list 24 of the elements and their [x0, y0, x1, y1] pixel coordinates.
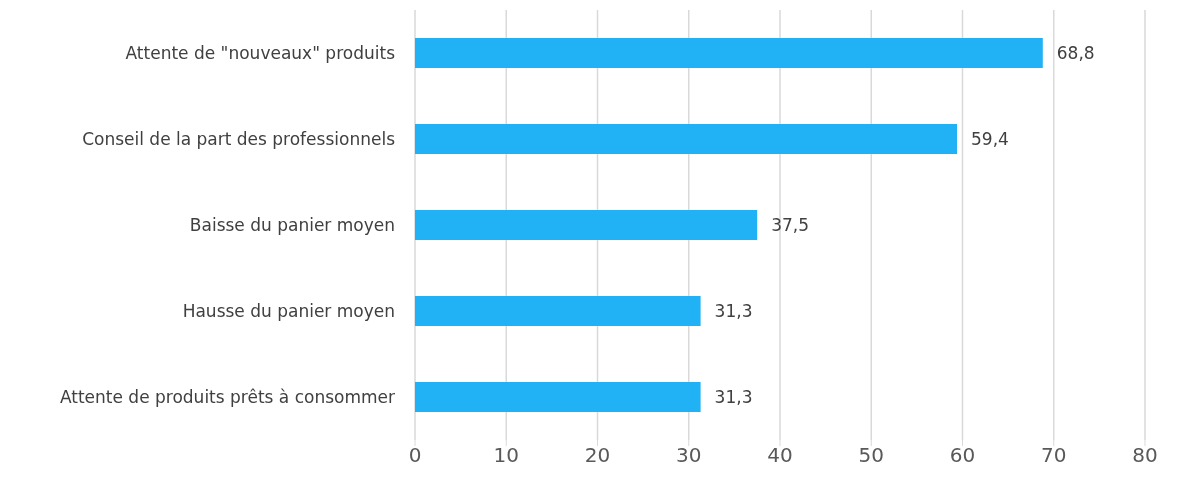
bar: [415, 296, 701, 326]
x-tick-label: 60: [949, 443, 976, 468]
data-label: 31,3: [714, 301, 753, 321]
y-tick-label: Attente de produits prêts à consommer: [59, 387, 396, 408]
y-tick-label: Conseil de la part des professionnels: [82, 129, 396, 150]
x-tick-label: 20: [584, 443, 611, 468]
data-label: 37,5: [771, 215, 810, 235]
data-label: 68,8: [1056, 43, 1095, 63]
bar: [415, 38, 1043, 68]
x-tick-label: 80: [1132, 443, 1158, 468]
y-tick-label: Baisse du panier moyen: [189, 215, 395, 236]
x-tick-label: 50: [858, 443, 884, 468]
x-tick-label: 70: [1041, 443, 1067, 468]
x-tick-label: 40: [767, 443, 793, 468]
x-tick-label: 0: [408, 443, 422, 468]
data-label: 31,3: [714, 387, 753, 407]
y-tick-label: Hausse du panier moyen: [182, 301, 395, 322]
bar: [415, 210, 758, 240]
y-tick-label: Attente de "nouveaux" produits: [125, 43, 396, 64]
x-tick-label: 30: [676, 443, 702, 468]
bar: [415, 124, 958, 154]
x-tick-label: 10: [493, 443, 519, 468]
bar: [415, 382, 701, 412]
data-label: 59,4: [971, 129, 1009, 149]
